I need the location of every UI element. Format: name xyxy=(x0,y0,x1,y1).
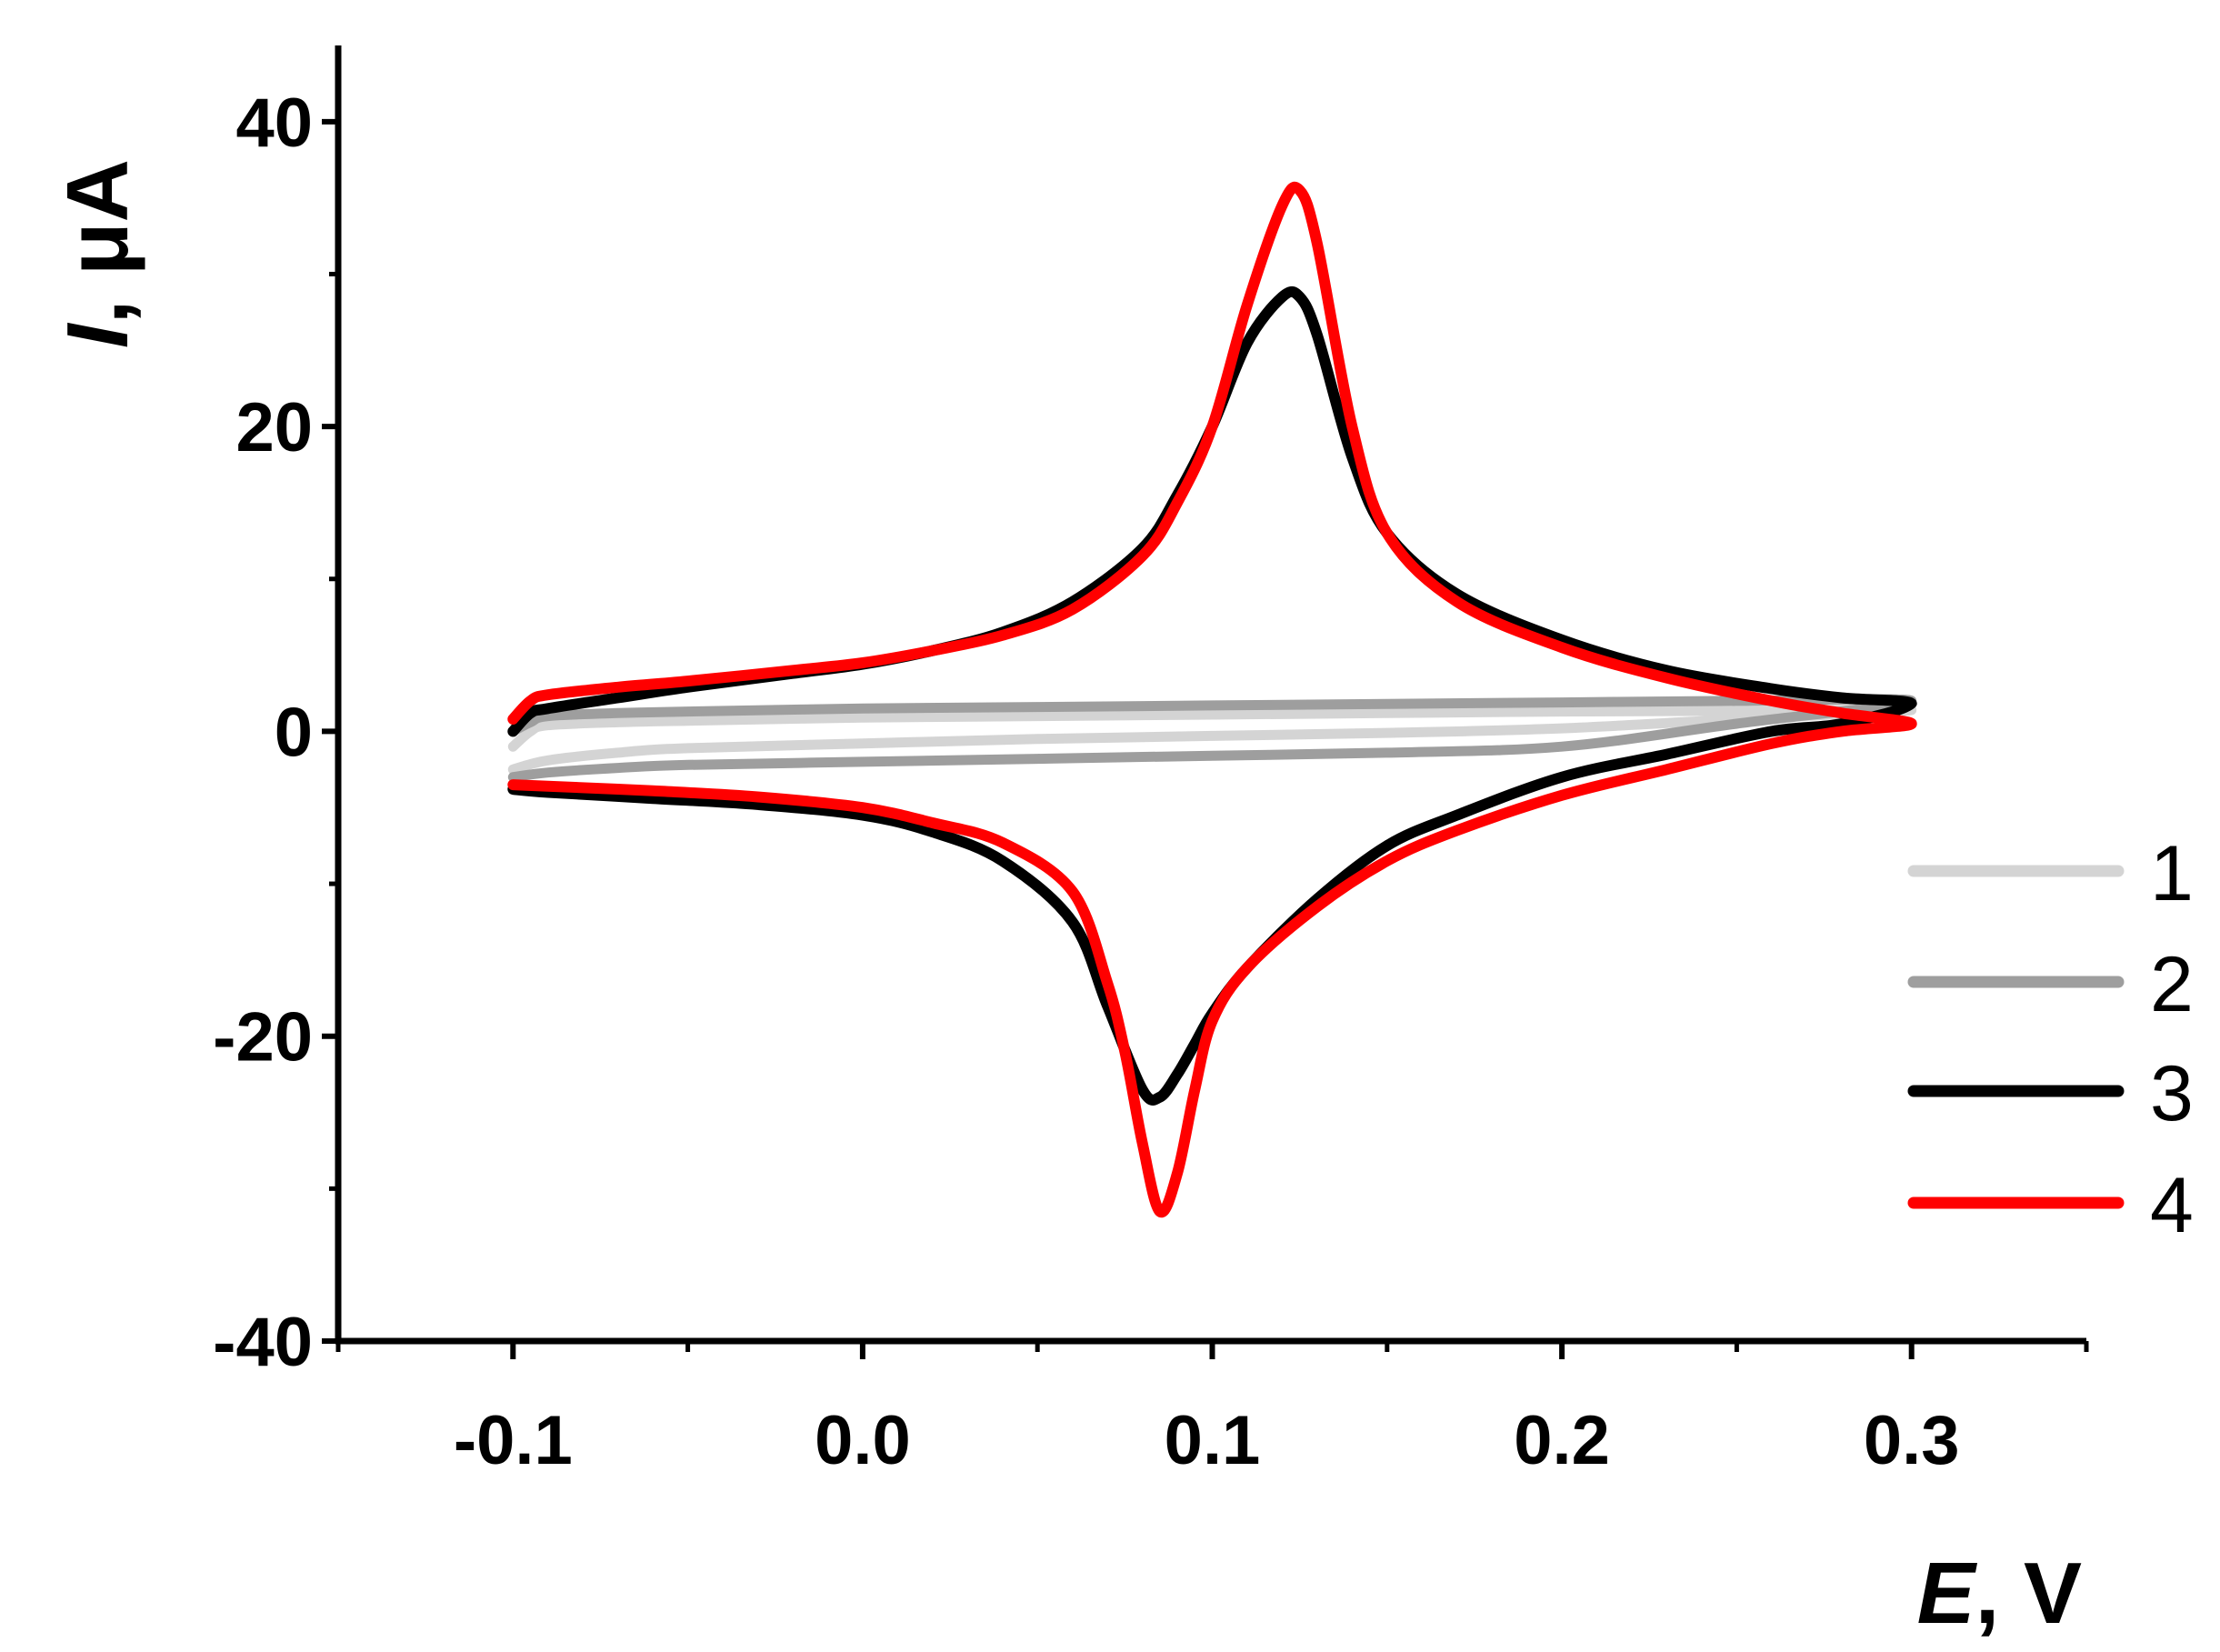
y-tick-label: -20 xyxy=(213,999,313,1076)
legend-label-1: 1 xyxy=(2150,830,2194,917)
series-line-4 xyxy=(507,181,1917,1218)
y-axis-title: I, μA xyxy=(49,159,146,348)
legend: 1 2 3 4 xyxy=(1907,830,2194,1249)
series-lines xyxy=(507,181,1917,1218)
legend-label-2: 2 xyxy=(2150,941,2194,1028)
y-tick-label: 40 xyxy=(235,85,313,162)
legend-label-4: 4 xyxy=(2150,1162,2194,1249)
legend-label-3: 3 xyxy=(2150,1050,2194,1137)
x-axis-title-symbol: E xyxy=(1917,1545,1978,1642)
y-axis-title-unit: , μA xyxy=(49,159,146,324)
y-tick-label: 0 xyxy=(275,694,313,771)
y-tick-label: 20 xyxy=(235,389,313,466)
x-tick-label: 0.3 xyxy=(1864,1402,1960,1479)
x-tick-label: -0.1 xyxy=(454,1402,573,1479)
x-tick-label: 0.2 xyxy=(1514,1402,1610,1479)
x-tick-label: 0.0 xyxy=(815,1402,911,1479)
y-axis-title-symbol: I xyxy=(49,322,146,348)
axes: -40 -20 0 20 40 -0.1 0.0 0.1 0.2 0.3 xyxy=(213,45,2089,1479)
x-axis-title: E, V xyxy=(1917,1545,2082,1642)
x-axis-title-unit: , V xyxy=(1975,1545,2082,1642)
y-tick-label: -40 xyxy=(213,1304,313,1381)
x-tick-label: 0.1 xyxy=(1165,1402,1261,1479)
